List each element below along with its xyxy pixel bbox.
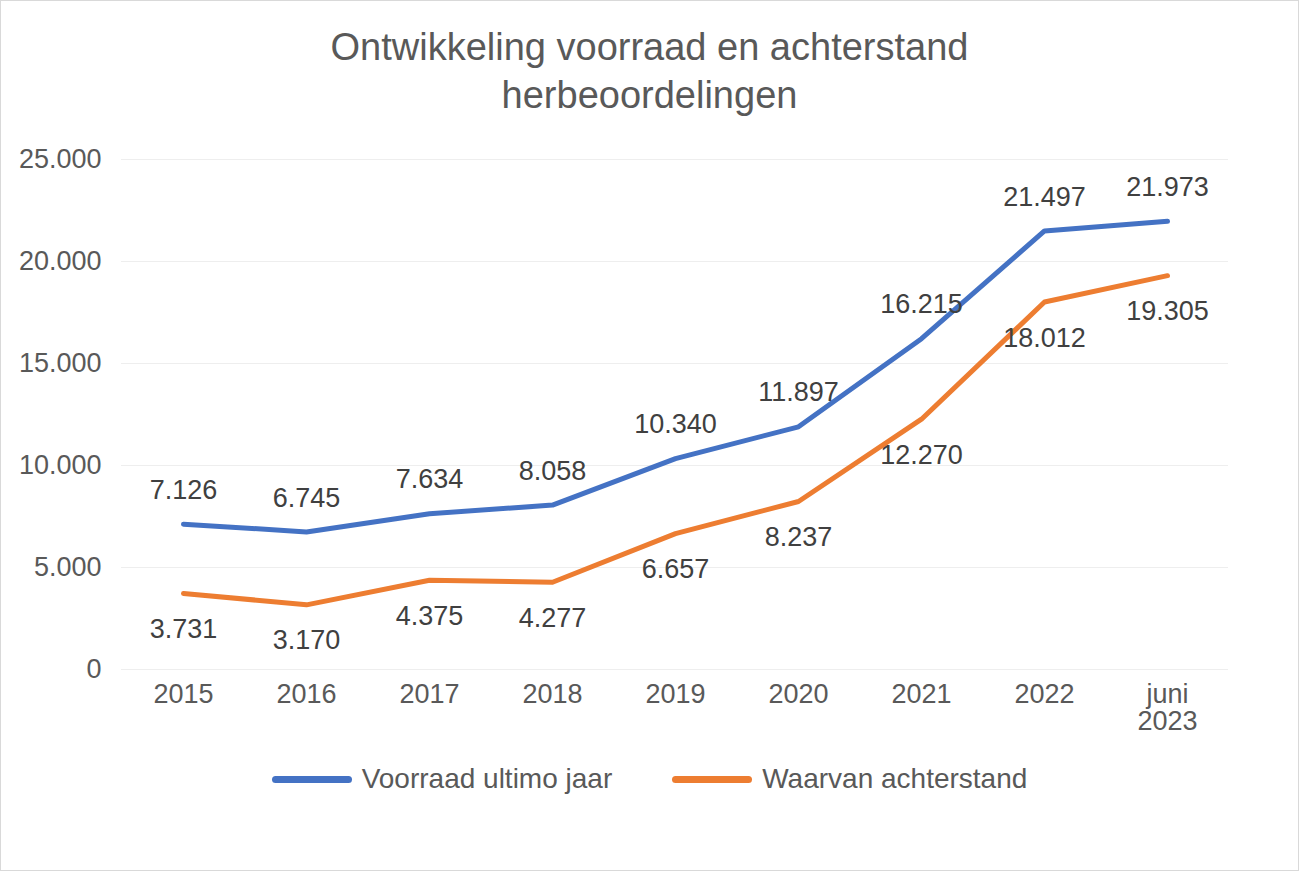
svg-text:21.497: 21.497 [1003,182,1086,212]
svg-text:2021: 2021 [891,679,951,709]
svg-text:8.058: 8.058 [519,456,587,486]
svg-text:2015: 2015 [153,679,213,709]
svg-text:10.340: 10.340 [634,409,717,439]
svg-text:7.634: 7.634 [396,464,464,494]
svg-text:25.000: 25.000 [19,144,102,174]
svg-text:2018: 2018 [522,679,582,709]
svg-text:10.000: 10.000 [19,450,102,480]
svg-text:15.000: 15.000 [19,348,102,378]
svg-text:6.745: 6.745 [273,483,341,513]
svg-text:2022: 2022 [1014,679,1074,709]
html-text:Waarvan achterstand: Waarvan achterstand [762,763,1028,794]
svg-text:12.270: 12.270 [880,440,963,470]
svg-text:19.305: 19.305 [1126,296,1209,326]
svg-text:4.375: 4.375 [396,601,464,631]
svg-text:18.012: 18.012 [1003,323,1086,353]
svg-text:0: 0 [86,654,101,684]
svg-text:2019: 2019 [645,679,705,709]
svg-text:20.000: 20.000 [19,246,102,276]
svg-text:16.215: 16.215 [880,289,963,319]
svg-text:6.657: 6.657 [642,554,710,584]
svg-text:5.000: 5.000 [34,552,102,582]
svg-text:4.277: 4.277 [519,603,587,633]
svg-text:3.170: 3.170 [273,625,341,655]
svg-text:2016: 2016 [276,679,336,709]
svg-text:7.126: 7.126 [150,475,218,505]
svg-text:21.973: 21.973 [1126,172,1209,202]
svg-text:8.237: 8.237 [765,522,833,552]
svg-text:juni2023: juni2023 [1137,679,1197,736]
svg-text:3.731: 3.731 [150,614,218,644]
html-text:Voorraad ultimo jaar: Voorraad ultimo jaar [361,763,613,794]
svg-text:11.897: 11.897 [758,377,839,407]
svg-text:2017: 2017 [399,679,459,709]
svg-text:2020: 2020 [768,679,828,709]
html-text:Ontwikkeling voorraad en achte: Ontwikkeling voorraad en achterstand her… [330,26,969,116]
